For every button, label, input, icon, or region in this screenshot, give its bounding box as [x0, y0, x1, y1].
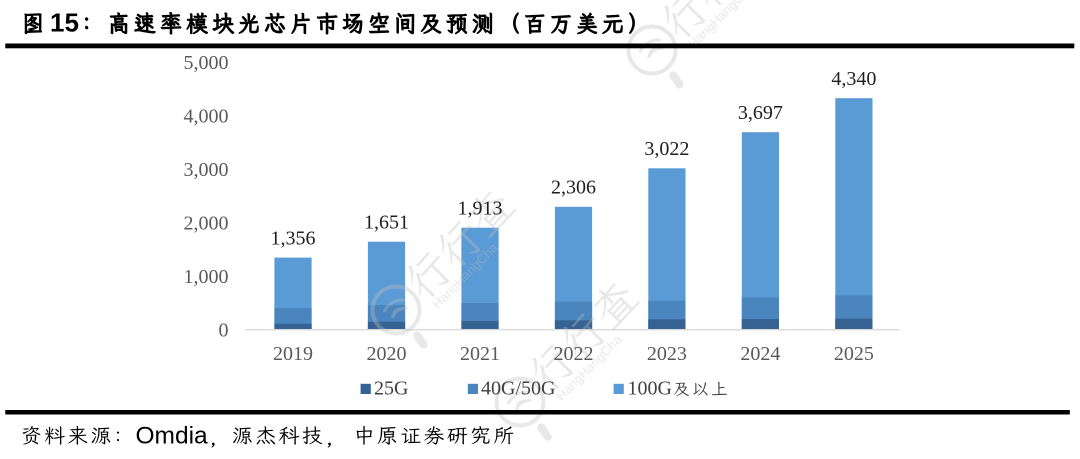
svg-text:3,000: 3,000 — [184, 159, 229, 181]
svg-text:2021: 2021 — [460, 343, 500, 365]
svg-text:3,022: 3,022 — [644, 138, 689, 160]
svg-text:2022: 2022 — [554, 343, 594, 365]
svg-text:4,000: 4,000 — [184, 106, 229, 128]
svg-text:1,913: 1,913 — [458, 198, 503, 220]
svg-text:0: 0 — [219, 320, 229, 342]
svg-text:5,000: 5,000 — [184, 52, 229, 74]
svg-text:15: 15 — [50, 8, 79, 38]
svg-text:2024: 2024 — [740, 343, 780, 365]
svg-text:2,306: 2,306 — [551, 177, 596, 199]
svg-text:1,356: 1,356 — [271, 227, 316, 249]
svg-text:1,000: 1,000 — [184, 266, 229, 288]
svg-text:2,000: 2,000 — [184, 213, 229, 235]
svg-text:25G: 25G — [374, 377, 408, 399]
svg-text:2023: 2023 — [647, 343, 687, 365]
svg-text:100G: 100G — [628, 377, 672, 399]
svg-text:1,651: 1,651 — [364, 212, 409, 234]
svg-text:2025: 2025 — [834, 343, 874, 365]
svg-text:4,340: 4,340 — [831, 68, 876, 90]
svg-text:3,697: 3,697 — [738, 102, 783, 124]
svg-text:Omdia: Omdia — [136, 422, 209, 449]
svg-text:2020: 2020 — [367, 343, 407, 365]
svg-text:40G/50G: 40G/50G — [481, 377, 555, 399]
svg-text:2019: 2019 — [273, 343, 313, 365]
